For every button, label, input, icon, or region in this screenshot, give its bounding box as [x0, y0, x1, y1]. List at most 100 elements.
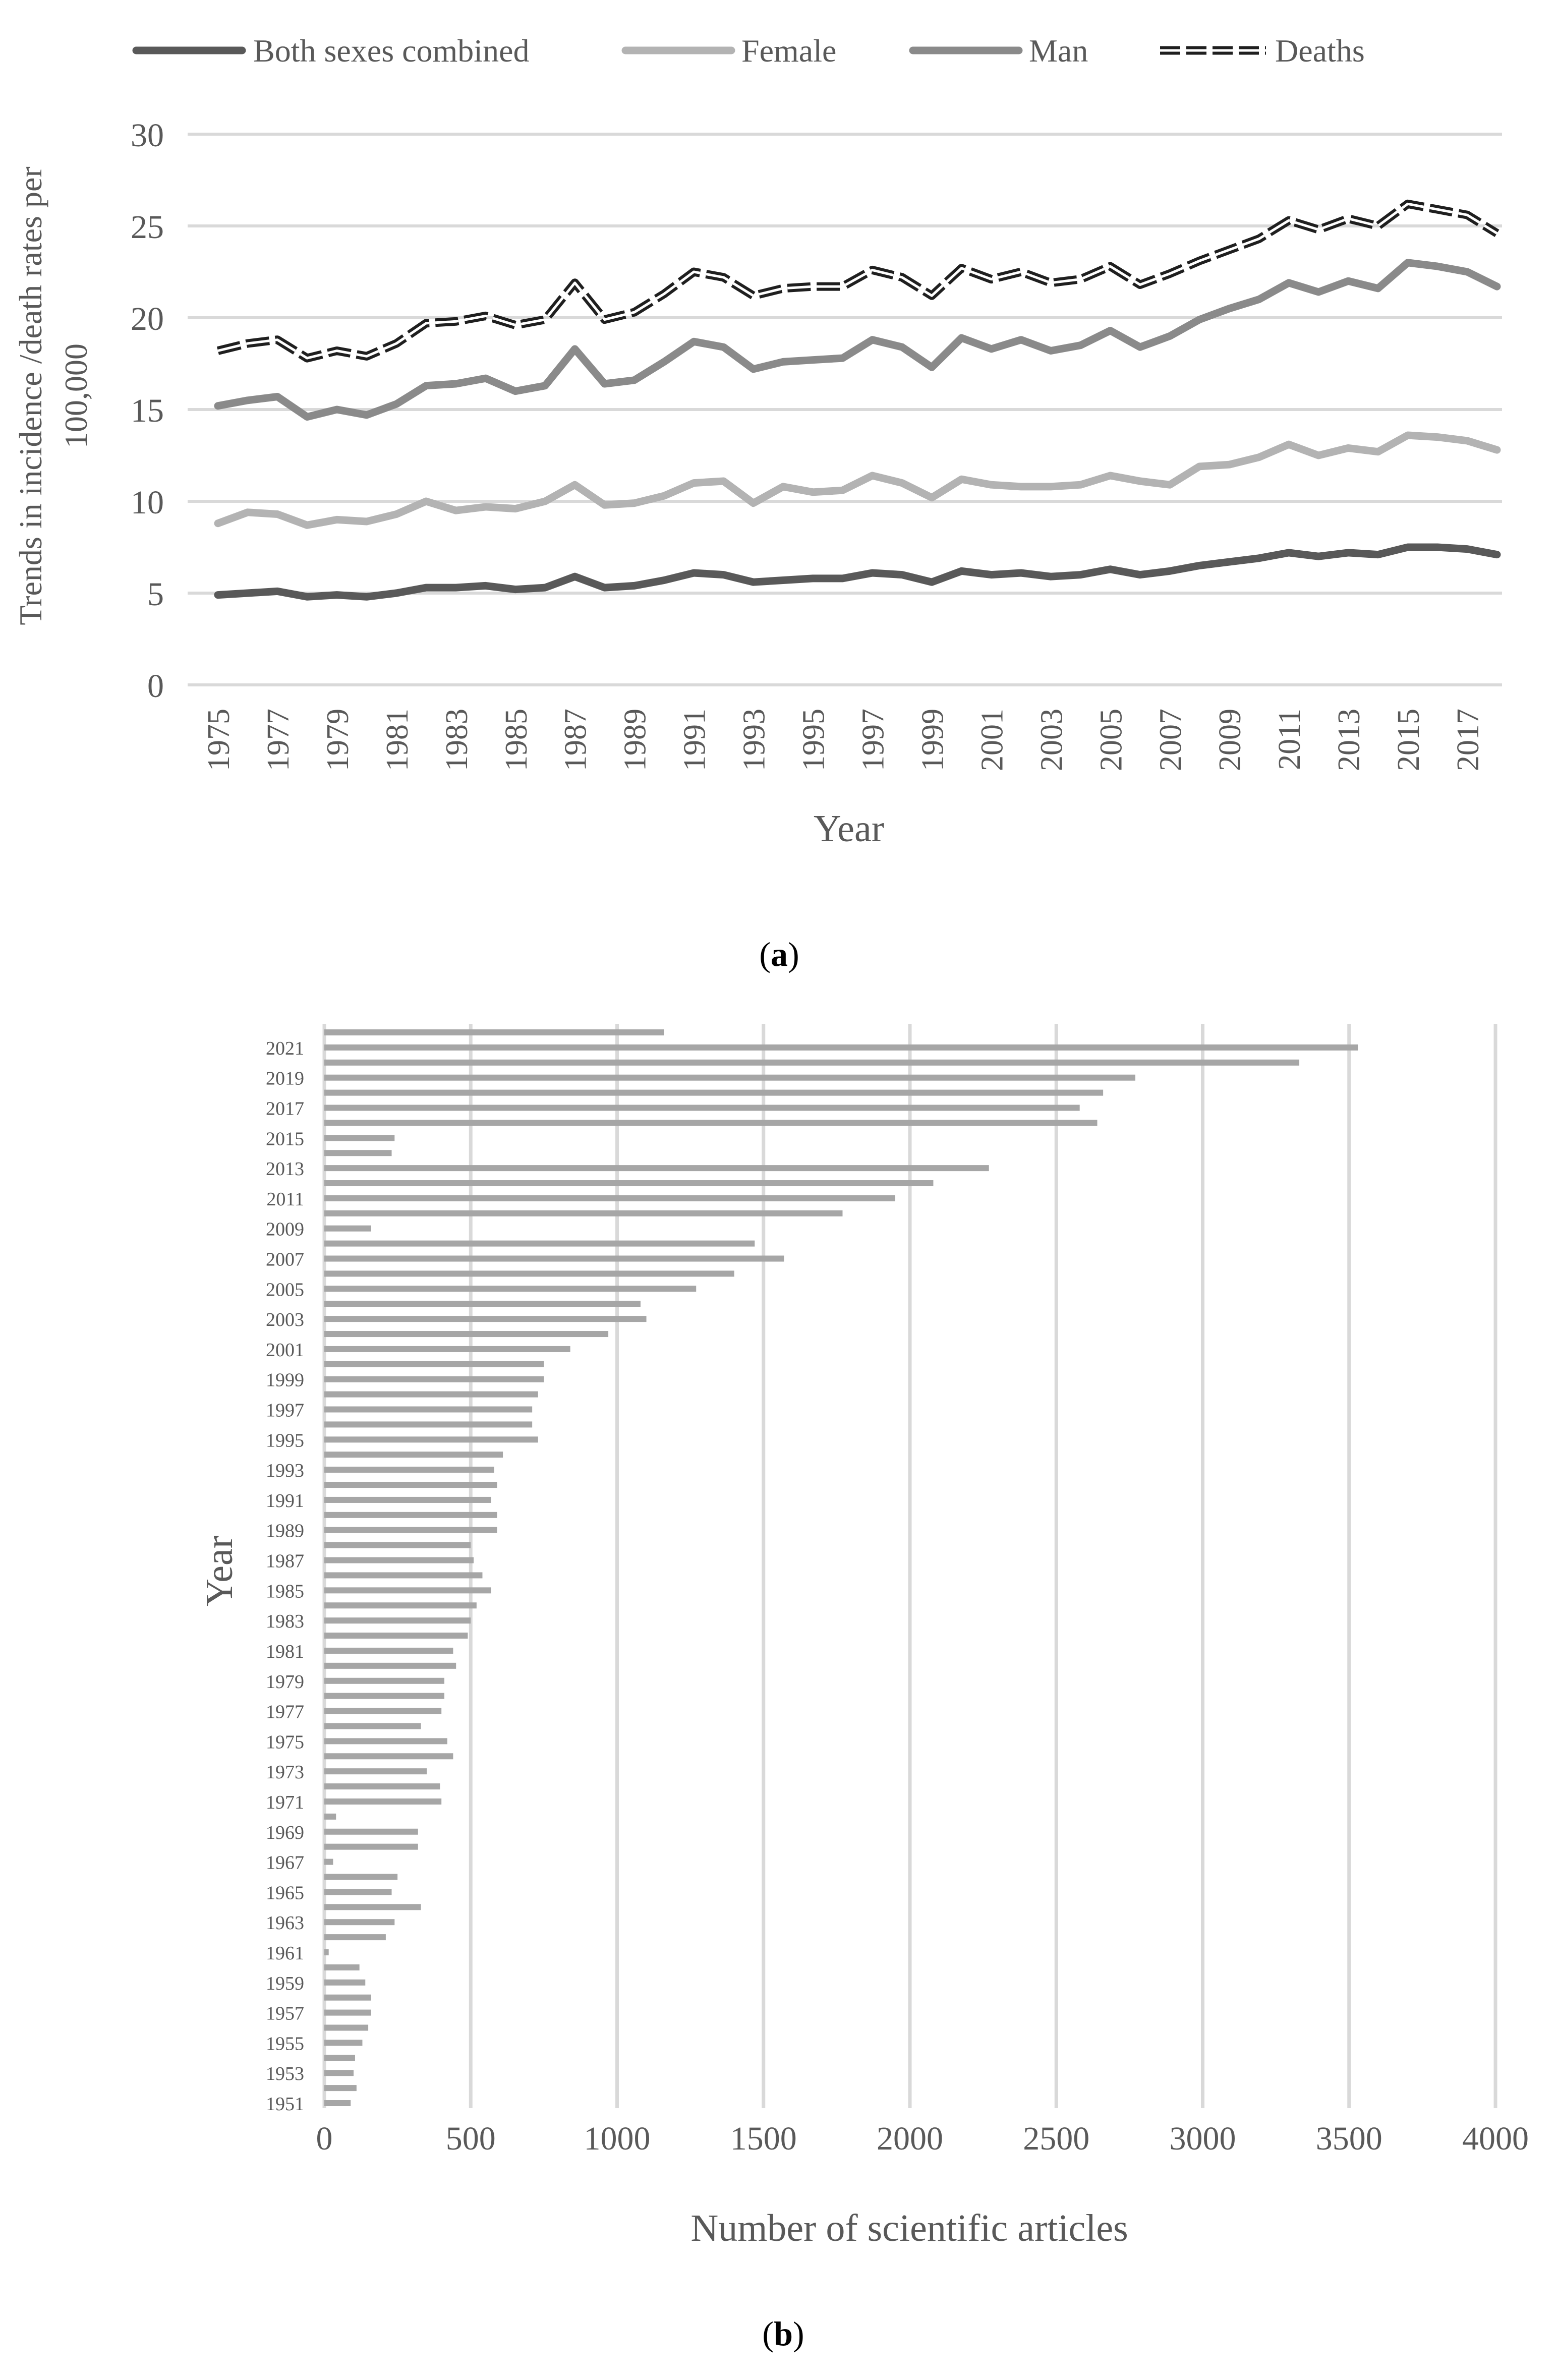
x-tick-label: 1989	[618, 709, 653, 771]
y-tick-label: 2019	[266, 1068, 304, 1089]
y-tick-label: 1973	[266, 1762, 304, 1783]
bar-1968	[324, 1843, 418, 1850]
series-line-both	[214, 543, 1501, 601]
y-tick-label: 1983	[266, 1611, 304, 1632]
y-tick-label: 1975	[266, 1731, 304, 1753]
bar-1998	[324, 1391, 538, 1398]
y-axis-label-line-2: 100,000	[58, 343, 94, 448]
x-axis-label: Year	[814, 807, 884, 850]
y-tick-label: 1991	[266, 1490, 304, 1512]
bar-1955	[324, 2040, 363, 2046]
series-line-man	[214, 259, 1501, 421]
bar-1954	[324, 2055, 355, 2061]
bar-1965	[324, 1889, 392, 1895]
x-tick-label: 2001	[975, 709, 1009, 771]
bar-1996	[324, 1421, 533, 1428]
bar-1984	[324, 1602, 477, 1609]
panel-b-bar-chart: 1951 1953 1955 1957 1959 1961 1963 1965 1967 1969…	[198, 1024, 1529, 2353]
bar-2018	[324, 1089, 1104, 1096]
bar-1982	[324, 1633, 468, 1639]
x-tick-label: 2003	[1034, 709, 1069, 771]
bar-2008	[324, 1240, 755, 1247]
y-tick-label: 1999	[266, 1370, 304, 1391]
bar-2004	[324, 1301, 641, 1307]
bar-1962	[324, 1934, 386, 1941]
y-tick-label: 10	[131, 484, 164, 521]
bar-1990	[324, 1512, 497, 1518]
legend-label-female: Female	[741, 33, 836, 69]
x-tick-label: 1991	[678, 709, 712, 771]
bar-2003	[324, 1316, 647, 1322]
y-tick-label: 1985	[266, 1581, 304, 1602]
y-tick-label: 5	[147, 576, 164, 613]
svg-text:(b): (b)	[762, 2314, 804, 2353]
bar-1994	[324, 1452, 503, 1458]
x-tick-label: 1993	[737, 709, 772, 771]
bar-1966	[324, 1874, 398, 1880]
bar-1961	[324, 1949, 329, 1955]
bar-1964	[324, 1904, 421, 1910]
bar-2002	[324, 1331, 609, 1338]
bar-1958	[324, 1994, 371, 2001]
legend-label-deaths: Deaths	[1275, 33, 1365, 69]
bar-1959	[324, 1979, 366, 1986]
y-tick-label: 1959	[266, 1973, 304, 1994]
bar-1988	[324, 1542, 471, 1548]
bar-1977	[324, 1708, 442, 1714]
bar-2022	[324, 1029, 664, 1035]
bar-2005	[324, 1286, 697, 1292]
bar-1993	[324, 1467, 494, 1473]
y-tick-label: 1979	[266, 1671, 304, 1693]
x-tick-label: 2015	[1392, 709, 1426, 771]
bar-1975	[324, 1738, 447, 1745]
bar-1981	[324, 1647, 453, 1654]
x-tick-labels: 1975 1977 1979 1981 1983 1985 1987 1989 1991 1993…	[202, 709, 1485, 771]
y-tick-label: 20	[131, 301, 164, 337]
y-tick-label: 2005	[266, 1279, 304, 1300]
y-tick-label: 1989	[266, 1521, 304, 1542]
bar-1999	[324, 1376, 544, 1382]
bar-2000	[324, 1361, 544, 1367]
bar-1956	[324, 2024, 369, 2031]
bar-1952	[324, 2085, 357, 2092]
x-tick-label: 2000	[877, 2120, 943, 2157]
bars	[324, 1029, 1358, 2106]
bar-2021	[324, 1044, 1358, 1051]
bar-1957	[324, 2009, 371, 2016]
bar-1989	[324, 1527, 497, 1533]
x-tick-label: 0	[316, 2120, 333, 2157]
bar-1971	[324, 1798, 442, 1805]
bar-1951	[324, 2100, 351, 2106]
y-tick-label: 1987	[266, 1551, 304, 1572]
bar-2012	[324, 1180, 934, 1187]
bar-1972	[324, 1783, 440, 1790]
y-tick-label: 30	[131, 117, 164, 154]
bar-1983	[324, 1617, 471, 1624]
x-tick-label: 2500	[1023, 2120, 1089, 2157]
bar-1985	[324, 1587, 491, 1594]
bar-2010	[324, 1210, 843, 1216]
bar-1978	[324, 1693, 445, 1699]
x-tick-label: 1500	[730, 2120, 797, 2157]
y-tick-label: 1963	[266, 1912, 304, 1934]
bar-2001	[324, 1346, 570, 1352]
y-tick-labels: 0 5 10 15 20 25 30	[131, 117, 164, 705]
bar-1995	[324, 1436, 538, 1443]
y-tick-label: 1967	[266, 1852, 304, 1874]
y-tick-label: 1965	[266, 1882, 304, 1903]
bar-2019	[324, 1074, 1135, 1081]
x-tick-label: 1997	[856, 709, 890, 771]
bar-1992	[324, 1482, 497, 1488]
x-tick-label: 2009	[1213, 709, 1247, 771]
bar-2014	[324, 1150, 392, 1156]
y-tick-label: 1953	[266, 2063, 304, 2084]
x-tick-label: 4000	[1462, 2120, 1529, 2157]
bar-2006	[324, 1270, 734, 1277]
bar-2013	[324, 1165, 989, 1172]
x-tick-label: 1979	[321, 709, 355, 771]
y-tick-label: 1969	[266, 1822, 304, 1843]
series-lines	[214, 199, 1501, 601]
panel-b-caption: (b)	[762, 2314, 804, 2353]
y-tick-label: 2017	[266, 1098, 304, 1120]
y-tick-label: 1997	[266, 1400, 304, 1421]
